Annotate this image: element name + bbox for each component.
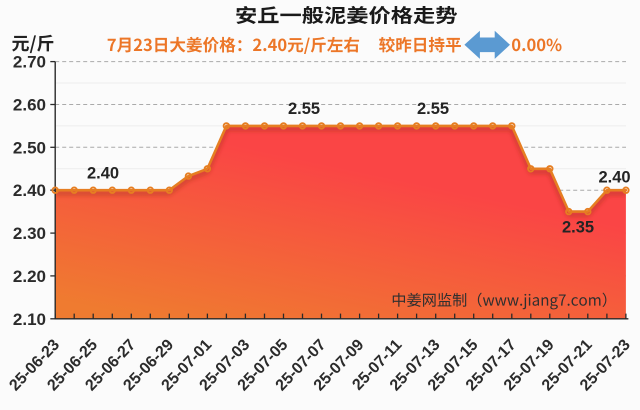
svg-text:2.10: 2.10 bbox=[13, 310, 46, 329]
svg-text:2.60: 2.60 bbox=[13, 96, 46, 115]
svg-text:2.55: 2.55 bbox=[417, 100, 449, 118]
svg-text:2.70: 2.70 bbox=[13, 53, 46, 72]
svg-text:2.50: 2.50 bbox=[13, 138, 46, 157]
svg-text:2.20: 2.20 bbox=[13, 267, 46, 286]
svg-text:2.40: 2.40 bbox=[13, 181, 46, 200]
svg-text:2.40: 2.40 bbox=[598, 169, 630, 187]
svg-text:2.30: 2.30 bbox=[13, 224, 46, 243]
svg-text:2.40: 2.40 bbox=[87, 165, 119, 183]
svg-text:2.55: 2.55 bbox=[288, 100, 320, 118]
svg-text:2.35: 2.35 bbox=[562, 219, 594, 237]
